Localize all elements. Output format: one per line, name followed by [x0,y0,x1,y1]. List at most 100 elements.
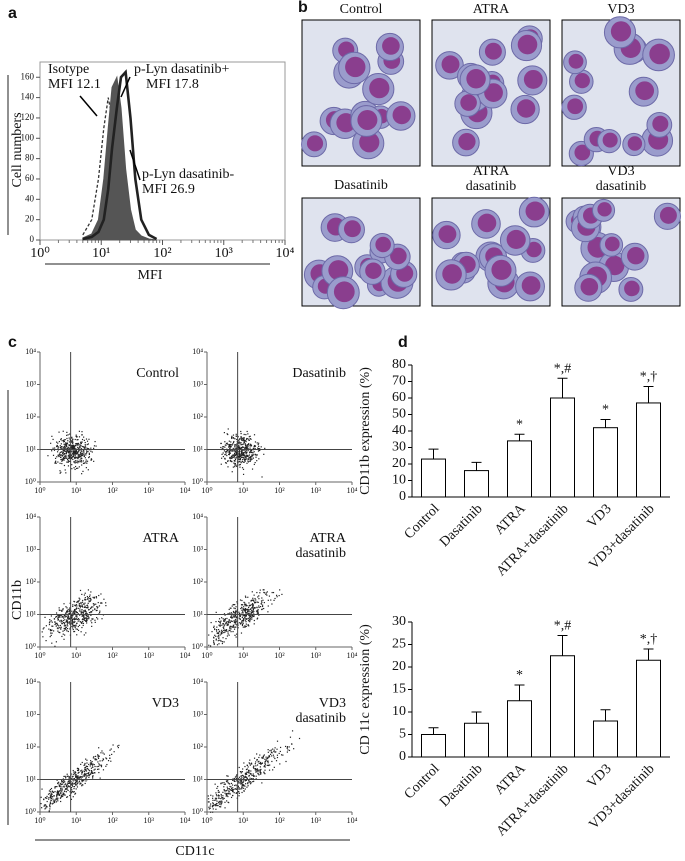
event-dot [261,476,263,478]
event-dot [84,598,86,600]
event-dot [61,458,63,460]
event-dot [228,444,230,447]
event-dot [54,461,57,463]
event-dot [212,797,214,799]
event-dot [252,766,255,768]
event-dot [75,775,77,778]
event-dot [212,803,214,805]
event-dot [233,604,235,606]
event-dot [240,607,242,610]
event-dot [84,602,86,604]
event-dot [99,764,101,766]
event-dot [289,736,292,738]
event-dot [76,777,78,780]
event-dot [101,760,103,762]
event-dot [269,753,272,755]
event-dot [244,460,246,462]
event-dot [73,787,75,790]
event-dot [83,446,85,448]
event-dot [86,452,88,454]
event-dot [220,620,222,622]
event-dot [225,462,228,464]
x-tick-label: 10¹ [71,651,82,660]
event-dot [86,604,88,607]
event-dot [229,626,231,628]
event-dot [232,449,234,451]
histogram-curve [82,69,158,241]
event-dot [229,459,232,461]
x-tick-label: 10⁴ [180,816,191,825]
event-dot [241,461,243,463]
event-dot [255,770,257,772]
event-dot [76,784,78,786]
event-dot [216,800,218,802]
event-dot [97,757,100,759]
event-dot [264,764,266,766]
error-bar [514,684,525,701]
event-dot [233,792,235,794]
event-dot [244,772,247,774]
event-dot [212,640,215,642]
event-dot [221,457,223,459]
event-dot [57,616,59,618]
nucleus [438,225,457,244]
event-dot [234,619,236,621]
event-dot [60,438,62,440]
event-dot [62,450,65,452]
event-dot [240,438,242,440]
event-dot [50,802,52,805]
event-dot [78,768,80,770]
event-dot [56,444,58,447]
event-dot [81,626,83,629]
event-dot [74,447,76,449]
event-dot [100,752,102,754]
bar [550,655,575,758]
event-dot [82,618,84,620]
event-dot [222,618,224,620]
event-dot [68,618,70,620]
event-dot [248,774,250,777]
event-dot [241,622,243,624]
event-dot [239,615,241,617]
event-dot [224,790,226,792]
event-dot [58,785,60,787]
event-dot [54,645,56,647]
event-dot [97,618,99,620]
event-dot [62,616,64,618]
event-dot [61,610,63,612]
event-dot [268,755,271,757]
event-dot [63,457,65,459]
event-dot [97,761,99,763]
event-dot [235,454,237,456]
event-dot [257,596,259,598]
nucleus [523,69,543,89]
event-dot [237,782,240,784]
event-dot [257,609,259,611]
event-dot [71,440,74,442]
event-dot [261,597,263,599]
event-dot [86,775,88,777]
event-dot [240,772,242,774]
event-dot [241,612,243,614]
event-dot [68,450,70,452]
event-dot [228,440,230,442]
event-dot [247,460,249,462]
x-tick-label: 10³ [215,246,233,261]
event-dot [213,643,215,646]
event-dot [56,615,58,618]
y-tick-label: 40 [25,193,35,203]
event-dot [92,606,94,608]
event-dot [249,456,251,458]
event-dot [224,783,226,785]
event-dot [89,774,91,776]
event-dot [229,788,231,791]
event-dot [96,616,98,619]
event-dot [73,631,75,633]
event-dot [249,437,251,440]
event-dot [249,457,251,459]
event-dot [80,605,82,608]
event-dot [233,777,235,780]
event-dot [63,625,65,627]
event-dot [77,769,80,771]
event-dot [230,455,233,457]
